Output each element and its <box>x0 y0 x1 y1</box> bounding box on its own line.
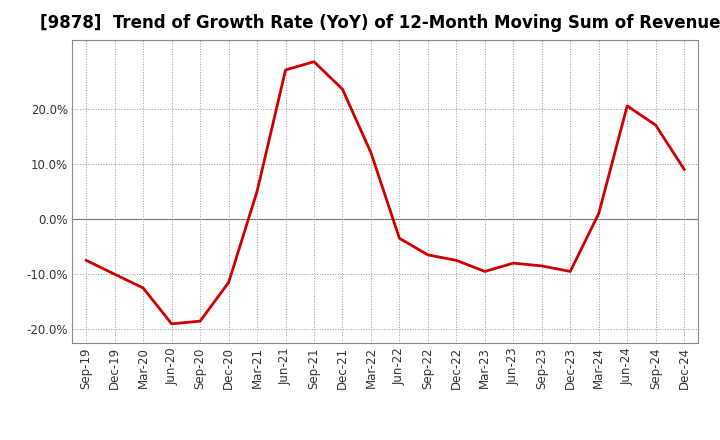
Title: [9878]  Trend of Growth Rate (YoY) of 12-Month Moving Sum of Revenues: [9878] Trend of Growth Rate (YoY) of 12-… <box>40 15 720 33</box>
